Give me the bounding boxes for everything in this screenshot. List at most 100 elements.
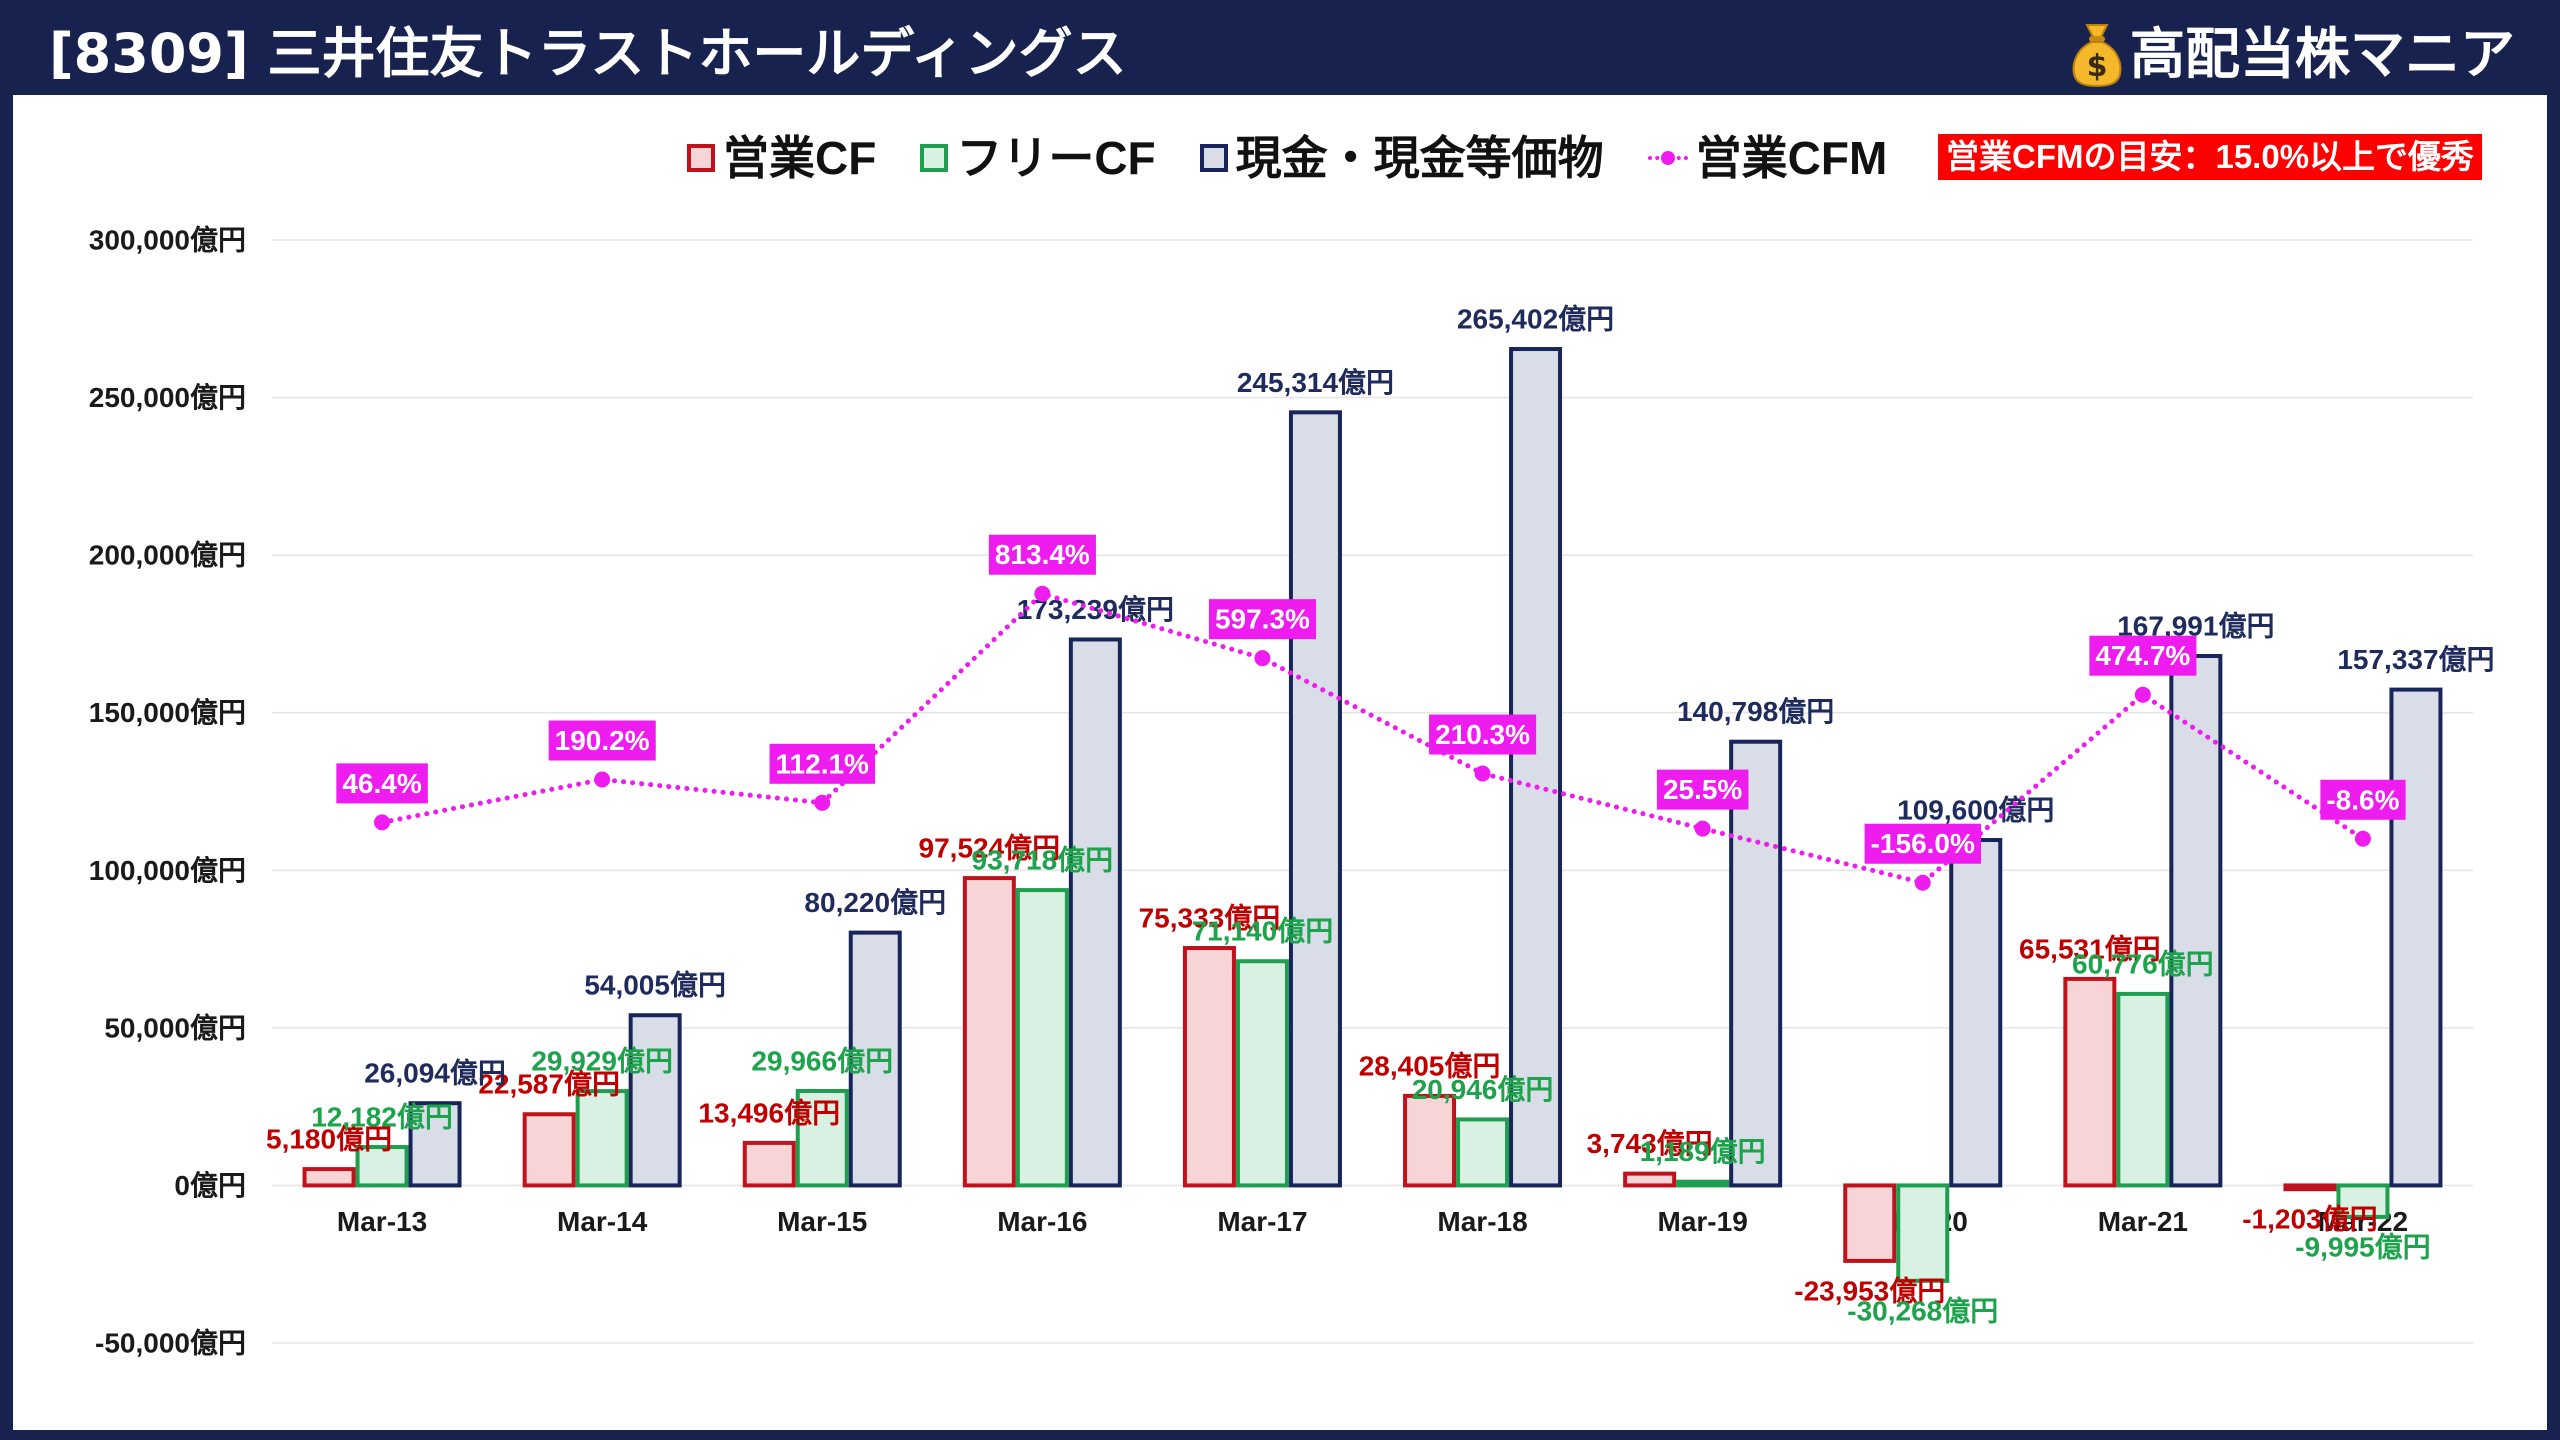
x-tick-label: Mar-18 <box>1437 1206 1527 1237</box>
cfm-label-text: -156.0% <box>1871 828 1975 859</box>
x-tick-label: Mar-21 <box>2098 1206 2188 1237</box>
bar-operating-cf <box>302 1167 356 1188</box>
cfm-label: 597.3% <box>1208 599 1317 640</box>
bar-free-cf <box>1456 1117 1510 1188</box>
cfm-label: -156.0% <box>1864 823 1981 864</box>
bar-free-cf <box>1896 1183 1950 1283</box>
cfm-label-box <box>988 534 1096 575</box>
legend-swatch-operating-cfm <box>1647 150 1688 166</box>
bars <box>302 347 2443 1283</box>
cfm-marker <box>1914 874 1931 891</box>
legend-item-free-cf: フリーCF <box>920 132 1156 184</box>
x-tick-label: Mar-15 <box>777 1206 867 1237</box>
cfm-marker <box>374 814 391 831</box>
data-label-free-cf: 12,182億円 <box>311 1102 453 1133</box>
data-label-free-cf: 93,718億円 <box>972 845 1114 876</box>
bar-cash <box>1509 347 1563 1188</box>
svg-text:$: $ <box>2087 49 2108 84</box>
cfm-label-box <box>1864 823 1981 864</box>
legend: 営業CF フリーCF 現金・現金等価物 営業CFM <box>687 135 1887 181</box>
x-tick-label: Mar-19 <box>1658 1206 1748 1237</box>
cfm-marker <box>594 771 611 788</box>
data-label-cash: 80,220億円 <box>804 887 946 918</box>
legend-label-operating-cf: 営業CF <box>723 132 877 184</box>
legend-label-cash: 現金・現金等価物 <box>1235 132 1604 184</box>
bar-operating-cf <box>2283 1183 2337 1192</box>
bar-free-cf <box>1676 1179 1730 1188</box>
cfm-line <box>379 590 2366 886</box>
cfm-label: -8.6% <box>2320 779 2406 820</box>
bar-operating-cf <box>1623 1171 1677 1188</box>
cfm-label: 210.3% <box>1429 714 1537 755</box>
x-tick-label: Mar-17 <box>1217 1206 1307 1237</box>
data-label-operating-cf: -23,953億円 <box>1794 1275 1945 1306</box>
y-tick-label: 50,000億円 <box>104 1012 246 1043</box>
bar-cash <box>2389 687 2443 1188</box>
legend-swatch-operating-cf <box>687 144 715 172</box>
cfm-label-box <box>1656 769 1749 810</box>
page-title: [8309] 三井住友トラストホールディングス <box>49 22 1127 85</box>
cfm-label-box <box>2320 779 2406 820</box>
data-label-cash: 265,402億円 <box>1457 304 1614 335</box>
legend-item-operating-cf: 営業CF <box>687 135 876 181</box>
y-tick-label: -50,000億円 <box>95 1328 246 1359</box>
cfm-label: 25.5% <box>1656 769 1749 810</box>
data-label-free-cf: -9,995億円 <box>2295 1231 2430 1262</box>
data-label-operating-cf: 5,180億円 <box>266 1124 392 1155</box>
bar-cash <box>1949 838 2003 1188</box>
bar-operating-cf <box>1843 1183 1897 1263</box>
y-tick-label: 300,000億円 <box>89 225 246 256</box>
data-label-operating-cf: 22,587億円 <box>478 1069 620 1100</box>
cfm-label-box <box>1429 714 1537 755</box>
data-label-cash: 26,094億円 <box>364 1058 506 1089</box>
bar-operating-cf <box>522 1112 576 1188</box>
y-tick-label: 100,000億円 <box>89 855 246 886</box>
cfm-marker <box>1254 650 1271 667</box>
cfm-label: 112.1% <box>769 743 876 784</box>
cfm-label-text: 813.4% <box>995 539 1090 570</box>
bar-cash <box>1288 410 1342 1188</box>
cfm-marker <box>2354 830 2371 847</box>
brand-name: 高配当株マニア <box>2130 22 2516 86</box>
cfm-label-text: 474.7% <box>2095 640 2190 671</box>
data-label-cash: 157,337億円 <box>2337 644 2494 675</box>
cfm-label: 474.7% <box>2089 635 2197 676</box>
data-label-cash: 109,600億円 <box>1897 795 2054 826</box>
y-tick-label: 0億円 <box>174 1170 246 1201</box>
y-tick-label: 200,000億円 <box>89 540 246 571</box>
legend-swatch-free-cf <box>920 144 949 172</box>
cfm-label-text: 25.5% <box>1663 774 1742 805</box>
bar-operating-cf <box>742 1140 796 1188</box>
bar-operating-cf <box>2063 976 2117 1188</box>
cfm-label: 46.4% <box>336 763 428 804</box>
cfm-marker <box>2134 686 2151 703</box>
bar-free-cf <box>795 1088 849 1188</box>
data-label-operating-cf: 3,743億円 <box>1587 1128 1713 1159</box>
data-label-free-cf: 71,140億円 <box>1192 916 1334 947</box>
bar-cash <box>2169 654 2223 1188</box>
bar-free-cf <box>2116 991 2170 1188</box>
data-label-operating-cf: 97,524億円 <box>919 833 1061 864</box>
cfm-label-text: 190.2% <box>555 725 650 756</box>
data-label-operating-cf: -1,203億円 <box>2242 1204 2377 1235</box>
cfm-label-text: -8.6% <box>2326 784 2399 815</box>
legend-marker-dot <box>1660 151 1675 165</box>
cfm-labels: 46.4% 190.2% 112.1% 813.4% 597.3% 210.3% 25.5%… <box>336 534 2406 864</box>
bar-cash <box>1729 739 1783 1188</box>
bar-cash <box>848 930 902 1188</box>
legend-label-free-cf: フリーCF <box>956 132 1156 184</box>
cfm-marker <box>1034 585 1051 602</box>
x-tick-label: Mar-14 <box>557 1206 648 1237</box>
money-bag-icon: $ <box>2070 22 2124 88</box>
cfm-label-text: 46.4% <box>342 768 421 799</box>
bar-free-cf <box>1235 959 1289 1188</box>
data-label-cash: 140,798億円 <box>1677 696 1834 727</box>
bar-operating-cf <box>1182 946 1236 1188</box>
y-tick-label: 250,000億円 <box>89 382 246 413</box>
y-axis-labels: 300,000億円 250,000億円 200,000億円 150,000億円 100,… <box>89 225 246 1359</box>
bar-free-cf <box>1015 888 1069 1188</box>
cfm-label-text: 112.1% <box>776 748 870 779</box>
cfm-label-text: 210.3% <box>1435 719 1530 750</box>
cfm-label-box <box>548 720 656 761</box>
